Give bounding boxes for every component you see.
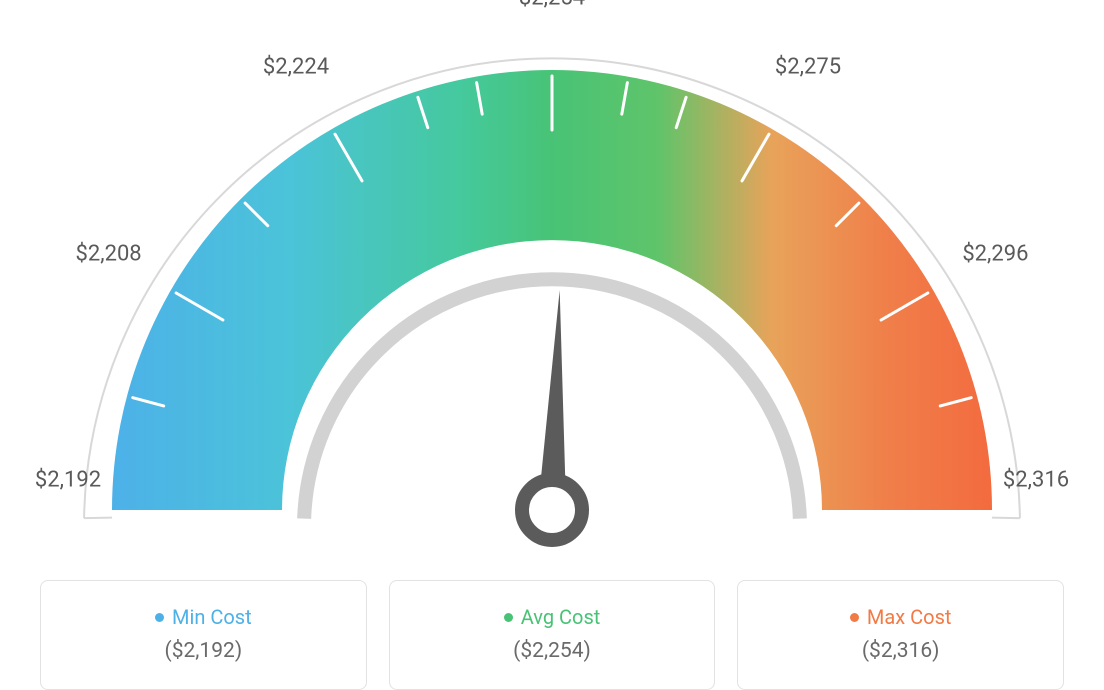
- gauge-tick-label: $2,275: [775, 54, 841, 79]
- gauge-svg: [0, 0, 1104, 560]
- gauge-tick-label: $2,316: [1003, 468, 1069, 493]
- legend-card-min: Min Cost ($2,192): [40, 580, 367, 690]
- gauge-tick-label: $2,192: [35, 468, 101, 493]
- gauge-tick-label: $2,254: [519, 0, 585, 11]
- legend-dot-icon: [850, 613, 859, 622]
- legend-value: ($2,192): [165, 639, 243, 663]
- legend-dot-icon: [155, 613, 164, 622]
- gauge-tick-label: $2,224: [263, 54, 329, 79]
- legend-title-text: Avg Cost: [521, 605, 601, 629]
- legend-dot-icon: [504, 613, 513, 622]
- gauge-chart: $2,192 $2,208 $2,224 $2,254 $2,275 $2,296 $2,3…: [0, 0, 1104, 560]
- legend-title-text: Max Cost: [867, 605, 952, 629]
- legend-row: Min Cost ($2,192) Avg Cost ($2,254) Max Cost…: [0, 580, 1104, 690]
- legend-title-text: Min Cost: [172, 605, 252, 629]
- legend-title: Max Cost: [850, 605, 952, 629]
- legend-value: ($2,254): [513, 639, 591, 663]
- gauge-tick-label: $2,296: [962, 242, 1028, 267]
- legend-title: Min Cost: [155, 605, 252, 629]
- gauge-tick-label: $2,208: [76, 242, 142, 267]
- legend-card-avg: Avg Cost ($2,254): [389, 580, 716, 690]
- legend-value: ($2,316): [862, 639, 940, 663]
- legend-title: Avg Cost: [504, 605, 601, 629]
- legend-card-max: Max Cost ($2,316): [737, 580, 1064, 690]
